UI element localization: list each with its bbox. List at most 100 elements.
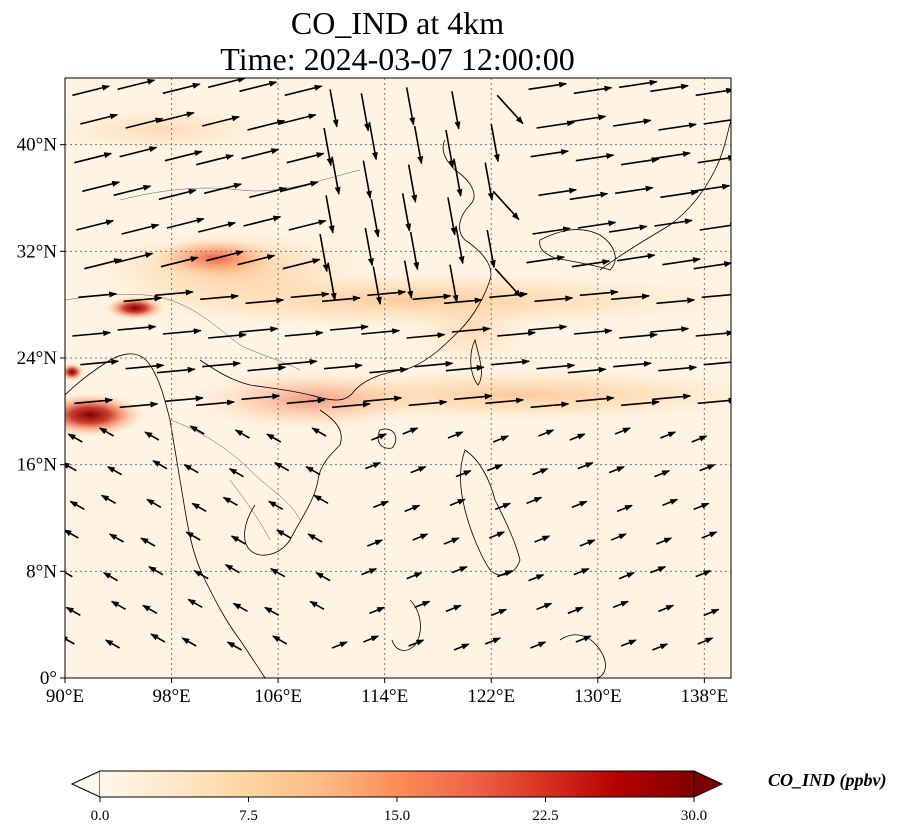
lon-tick-label-0: 90°E <box>46 686 84 707</box>
wind-arrow <box>620 639 637 647</box>
wind-arrow <box>361 328 401 335</box>
wind-arrow <box>323 127 333 167</box>
wind-arrow <box>660 431 677 439</box>
wind-arrow <box>455 469 472 478</box>
hainan <box>377 428 397 449</box>
wind-arrow <box>701 531 718 539</box>
wind-arrow <box>414 600 431 609</box>
wind-arrow <box>577 461 594 470</box>
wind-arrow <box>207 78 247 89</box>
wind-arrow <box>230 535 246 545</box>
wind-arrow <box>117 78 156 91</box>
wind-arrow <box>579 289 619 297</box>
colorbar: 0.0 7.5 15.0 22.5 30.0 <box>70 770 724 824</box>
wind-arrow <box>490 608 508 617</box>
wind-arrow <box>82 180 121 193</box>
wind-arrow <box>146 498 162 509</box>
wind-arrow <box>154 289 194 297</box>
wind-arrow <box>67 433 83 443</box>
wind-arrow <box>104 639 121 649</box>
colorbar-tick-label-4: 30.0 <box>681 808 707 824</box>
wind-arrow <box>84 258 123 270</box>
wind-arrow <box>656 297 696 305</box>
wind-arrow <box>196 399 236 407</box>
wind-arrow <box>125 117 164 129</box>
wind-arrow <box>193 570 209 580</box>
colorbar-gradient <box>100 771 694 797</box>
wind-arrow <box>106 466 123 476</box>
wind-arrow <box>658 122 697 131</box>
wind-arrow <box>80 113 119 125</box>
wind-arrow <box>205 250 245 262</box>
wind-arrow <box>445 604 462 613</box>
wind-arrow <box>121 223 160 235</box>
wind-arrow <box>365 461 382 470</box>
colorbar-extend-max <box>693 770 724 798</box>
wind-arrow <box>658 604 675 613</box>
wind-arrow <box>241 148 280 160</box>
wind-arrow <box>447 431 464 439</box>
lon-tick-label-3: 114°E <box>361 686 408 707</box>
wind-arrow <box>618 79 658 89</box>
wind-arrow <box>693 261 731 270</box>
wind-arrow <box>370 199 380 238</box>
wind-arrow <box>445 129 455 169</box>
wind-arrow <box>662 498 679 507</box>
wind-arrow <box>613 360 652 368</box>
wind-arrow <box>276 529 292 539</box>
wind-arrow <box>164 395 204 403</box>
wind-arrow <box>703 361 731 366</box>
wind-arrow <box>447 197 457 236</box>
wind-arrow <box>496 94 524 125</box>
wind-arrow <box>494 268 522 298</box>
wind-arrow <box>266 433 282 443</box>
wind-arrow <box>491 358 531 366</box>
wind-arrow <box>166 217 205 229</box>
wind-arrow <box>455 225 465 265</box>
gridlines <box>65 78 731 678</box>
wind-arrow <box>208 332 248 339</box>
wind-arrow <box>65 635 75 645</box>
wind-arrow <box>490 123 500 163</box>
map-subtitle-time: Time: 2024-03-07 12:00:00 <box>220 41 575 77</box>
wind-arrow <box>156 366 196 374</box>
wind-arrow <box>497 330 537 337</box>
wind-arrow <box>577 220 617 229</box>
wind-arrow <box>160 256 199 268</box>
concentration-plumes <box>65 108 731 437</box>
border-north <box>119 169 361 201</box>
wind-arrow <box>234 429 250 439</box>
lat-tick-label-4: 32°N <box>17 241 58 262</box>
wind-arrow <box>489 291 529 299</box>
wind-arrow <box>494 502 512 511</box>
myanmar-plume <box>65 393 145 437</box>
coast-china <box>199 139 492 401</box>
wind-arrow <box>654 218 693 227</box>
wind-arrow <box>699 463 716 472</box>
wind-arrow <box>691 183 731 193</box>
wind-arrow <box>579 539 596 547</box>
wind-arrow <box>443 297 483 305</box>
colorbar-tick-label-0: 0.0 <box>91 808 110 824</box>
wind-arrow <box>573 567 590 576</box>
wind-arrow <box>203 182 243 195</box>
wind-arrow <box>492 435 510 443</box>
wind-arrow <box>191 502 207 513</box>
wind-arrow <box>406 571 423 580</box>
wind-arrow <box>226 641 242 651</box>
wind-arrow <box>313 494 329 505</box>
wind-arrow <box>202 360 242 368</box>
wind-arrow <box>412 293 452 301</box>
wind-arrow <box>181 637 197 647</box>
wind-arrow <box>119 401 159 409</box>
wind-arrow <box>274 462 290 472</box>
coast-myanmar-malay <box>65 353 266 678</box>
wind-arrow <box>102 572 119 582</box>
wind-arrow <box>414 360 454 368</box>
wind-arrow <box>125 362 165 370</box>
wind-arrow <box>329 89 339 128</box>
wind-arrow <box>288 219 327 231</box>
wind-arrow <box>241 393 281 401</box>
wind-arrow <box>264 606 280 617</box>
wind-arrow <box>526 255 566 264</box>
